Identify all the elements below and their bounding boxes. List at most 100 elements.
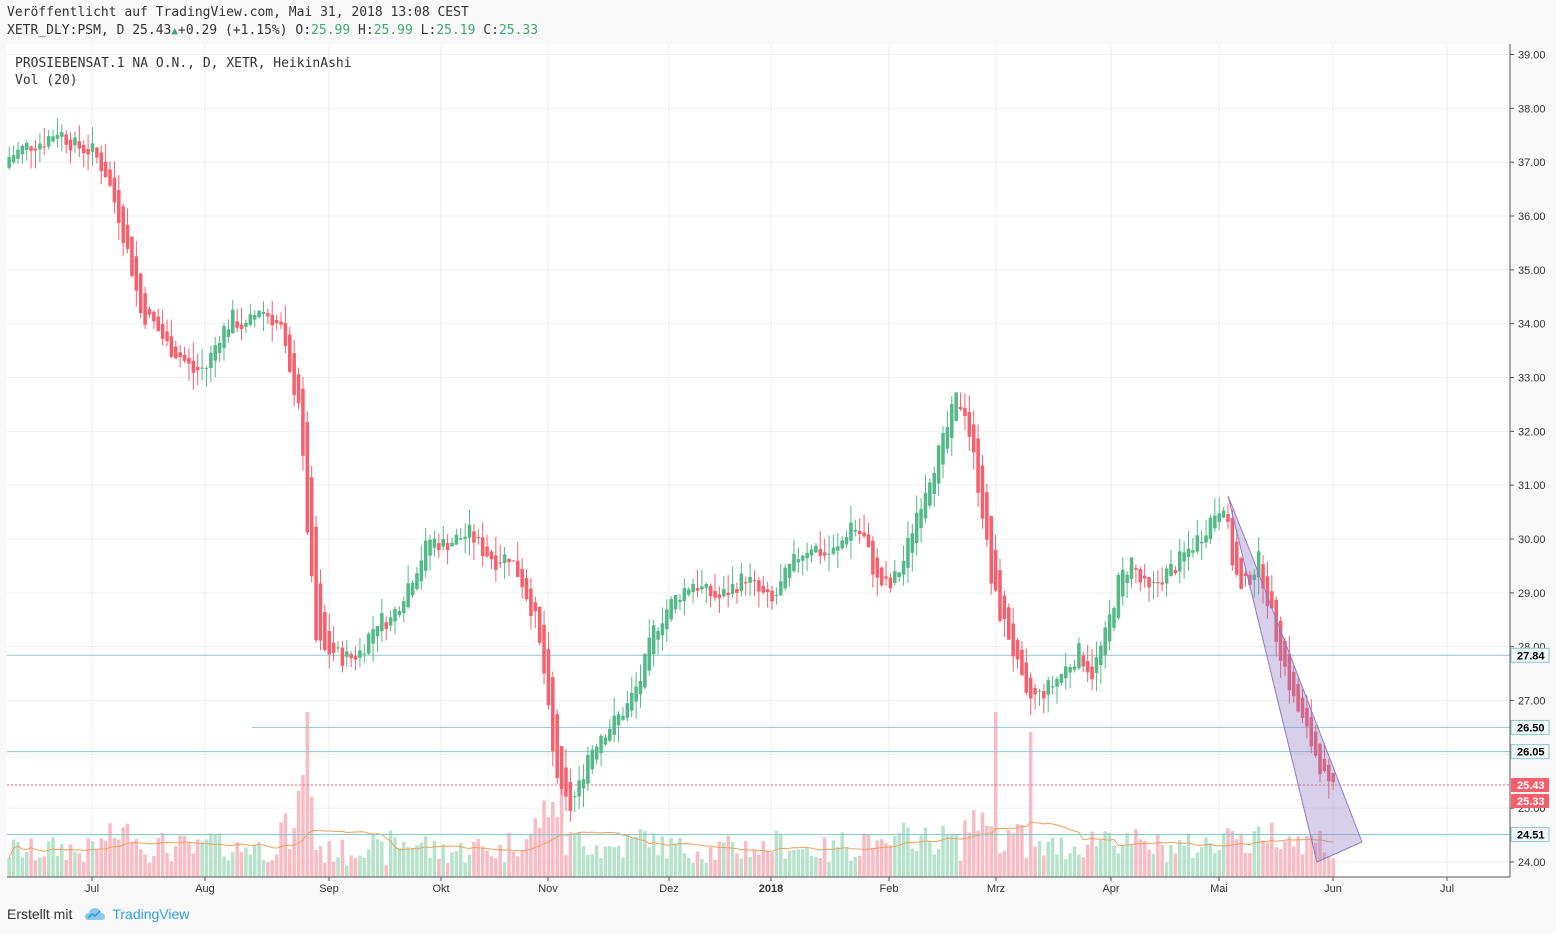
- volume-bar: [1331, 858, 1335, 877]
- y-tick-label: 29.00: [1518, 588, 1546, 600]
- candle-body: [1305, 707, 1309, 727]
- candle-body: [748, 576, 752, 583]
- volume-ma-line: [8, 821, 1334, 858]
- volume-bar: [340, 839, 345, 877]
- volume-bar: [1050, 837, 1055, 877]
- volume-bar: [875, 840, 879, 877]
- candle-body: [1191, 550, 1195, 553]
- volume-bar: [423, 836, 428, 877]
- volume-bar: [362, 857, 367, 877]
- candle-body: [55, 134, 60, 139]
- volume-bar: [296, 790, 301, 877]
- volume-bar: [616, 846, 621, 877]
- volume-bar: [673, 843, 678, 877]
- candle-body: [406, 583, 410, 608]
- volume-bar: [665, 858, 669, 877]
- x-tick-label: Jun: [1324, 883, 1342, 895]
- parallel-channel: [1227, 495, 1363, 863]
- candle-body: [388, 617, 393, 626]
- candle-body: [831, 547, 836, 554]
- volume-ma: [8, 821, 1334, 858]
- candle-body: [507, 558, 511, 563]
- candle-body: [779, 581, 783, 596]
- high-label: H:: [358, 23, 374, 38]
- candle-body: [963, 407, 967, 417]
- candle-body: [423, 540, 428, 571]
- volume-bar: [1094, 846, 1099, 877]
- volume-bar: [730, 841, 735, 877]
- level-label: 24.51: [1517, 830, 1545, 842]
- x-tick-label: Apr: [1102, 883, 1119, 895]
- volume-bar: [1042, 855, 1046, 877]
- volume-bar: [989, 826, 993, 877]
- volume-bar: [529, 833, 533, 877]
- candle-body: [1265, 576, 1270, 607]
- candle-body: [998, 570, 1002, 621]
- y-tick-label: 32.00: [1518, 426, 1546, 438]
- candle-body: [288, 334, 292, 372]
- candle-body: [152, 311, 156, 322]
- candle-body: [121, 206, 125, 243]
- legend-title: PROSIEBENSAT.1 NA O.N., D, XETR, HeikinA…: [15, 56, 352, 71]
- candle-body: [11, 155, 16, 163]
- volume-bar: [1199, 847, 1204, 877]
- volume-bar: [818, 858, 823, 877]
- candle-body: [1182, 552, 1186, 562]
- footer: Erstellt mit TradingView: [7, 906, 189, 922]
- candle-body: [226, 329, 231, 337]
- volume-bar: [160, 832, 165, 877]
- volume-bar: [1248, 853, 1252, 877]
- volume-bar: [244, 847, 248, 877]
- volume-bar: [156, 837, 161, 877]
- candle-body: [239, 324, 244, 330]
- candle-body: [836, 546, 840, 551]
- volume-bar: [288, 849, 292, 877]
- candle-body: [90, 143, 95, 152]
- candle-body: [686, 589, 691, 595]
- volume-bar: [1112, 845, 1116, 877]
- volume-bar: [1186, 833, 1191, 877]
- volume-bar: [1226, 828, 1230, 877]
- volume-bar: [121, 827, 125, 877]
- volume-bar: [415, 845, 419, 877]
- volume-bar: [871, 847, 875, 877]
- volume-bar: [406, 847, 410, 877]
- candle-body: [252, 314, 257, 320]
- candle-body: [7, 156, 11, 168]
- volume-bar: [1103, 831, 1107, 877]
- volume-bar: [248, 854, 253, 877]
- candle-body: [761, 585, 766, 593]
- candle-body: [551, 677, 555, 752]
- y-tick-label: 39.00: [1518, 50, 1546, 62]
- volume-bar: [1313, 842, 1318, 877]
- volume-bar: [231, 852, 235, 877]
- volume-bar: [757, 854, 761, 877]
- candle-body: [901, 560, 906, 575]
- candle-body: [1085, 661, 1090, 673]
- tradingview-brand[interactable]: TradingView: [112, 906, 190, 922]
- volume-bar: [463, 862, 467, 877]
- volume-bar: [86, 838, 90, 877]
- volume-bar: [774, 830, 779, 877]
- low-label: L:: [420, 23, 437, 38]
- volume-bar: [1125, 832, 1129, 877]
- open-value: 25.99: [311, 23, 351, 38]
- candle-body: [244, 322, 248, 327]
- last-price-box: [1511, 778, 1549, 793]
- candle-body: [1331, 773, 1335, 783]
- volume-bar: [919, 835, 923, 877]
- candle-body: [980, 465, 985, 519]
- x-tick-label: 2018: [759, 883, 783, 895]
- symbol-name[interactable]: XETR_DLY:PSM, D: [7, 23, 125, 38]
- candle-body: [323, 611, 327, 650]
- candle-body: [217, 342, 222, 353]
- volume-bar: [11, 839, 16, 877]
- candle-body: [923, 492, 928, 519]
- candle-body: [1270, 591, 1274, 609]
- candle-body: [849, 522, 853, 541]
- volume-bar: [857, 855, 862, 877]
- candle-body: [419, 560, 424, 582]
- candle-body: [1134, 568, 1138, 570]
- volume-bar: [537, 827, 542, 877]
